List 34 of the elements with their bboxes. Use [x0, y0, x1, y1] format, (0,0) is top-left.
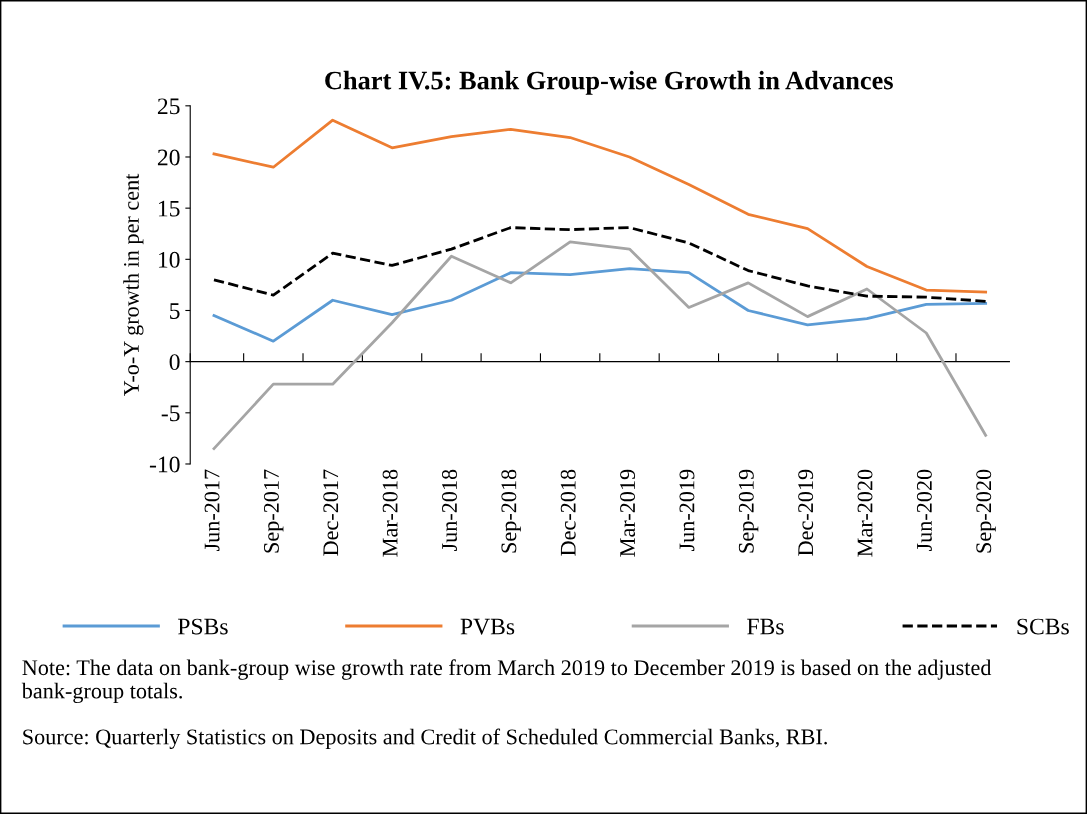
- y-tick-label: -10: [149, 456, 180, 473]
- y-tick-label: 0: [169, 354, 180, 371]
- x-tick-label: Sep-2017: [263, 469, 284, 553]
- legend-label: PVBs: [460, 618, 515, 635]
- chart-title: Chart IV.5: Bank Group-wise Growth in Advances: [325, 70, 893, 95]
- y-tick-label: 10: [158, 251, 180, 268]
- x-tick-label: Sep-2020: [976, 469, 996, 553]
- x-tick-label: Dec-2019: [798, 469, 814, 556]
- y-tick-label: 15: [158, 200, 180, 217]
- x-tick-label: Mar-2019: [620, 469, 636, 557]
- x-tick-label: Jun-2020: [916, 469, 932, 552]
- y-tick-label: -5: [161, 405, 180, 422]
- line-series: [212, 226, 988, 303]
- line-series: [212, 118, 988, 294]
- legend-label: SCBs: [1017, 618, 1069, 635]
- y-tick-label: 20: [157, 149, 180, 166]
- x-tick-label: Jun-2019: [679, 469, 695, 552]
- x-tick-label: Mar-2020: [857, 469, 873, 557]
- line-series: [212, 267, 988, 343]
- source-note: Source: Quarterly Statistics on Deposits and Credit of Scheduled Commercial Banks, RBI.: [23, 728, 827, 749]
- y-tick-label: 25: [157, 98, 180, 115]
- legend-label: FBs: [747, 618, 784, 635]
- x-tick-label: Sep-2018: [501, 469, 521, 553]
- text: Note: The data on bank-group wise growth rate from March 2019 to December 2019 is based on the adjusted bank-group totals.: [21, 659, 992, 704]
- x-tick-label: Sep-2019: [738, 469, 759, 553]
- x-tick-label: Mar-2018: [382, 469, 398, 557]
- y-axis-title: Y-o-Y growth in per cent: [123, 173, 144, 396]
- x-tick-label: Jun-2017: [204, 469, 220, 552]
- x-tick-label: Dec-2018: [560, 469, 576, 556]
- x-tick-label: Dec-2017: [323, 469, 339, 556]
- y-tick-label: 5: [170, 303, 180, 319]
- x-tick-label: Jun-2018: [441, 469, 457, 552]
- legend-label: PSBs: [178, 618, 228, 635]
- line-series: [212, 240, 988, 451]
